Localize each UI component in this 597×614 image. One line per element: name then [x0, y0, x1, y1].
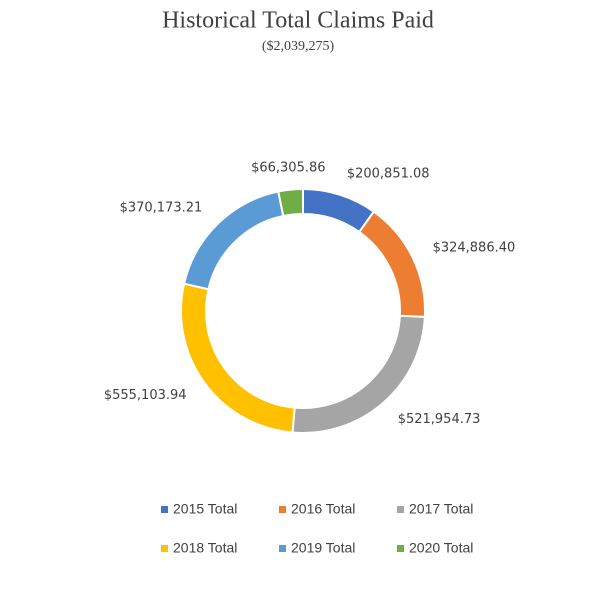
- data-label: $521,954.73: [398, 412, 481, 427]
- legend-label: 2015 Total: [173, 501, 237, 517]
- slice: [277, 187, 304, 218]
- legend-marker: [279, 545, 286, 552]
- data-label: $555,103.94: [104, 388, 187, 403]
- legend-label: 2016 Total: [291, 501, 355, 517]
- legend-marker: [397, 506, 404, 513]
- data-label: $200,851.08: [347, 166, 430, 181]
- legend-label: 2018 Total: [173, 540, 237, 556]
- legend-label: 2019 Total: [291, 540, 355, 556]
- chart-subtitle: ($2,039,275): [262, 39, 335, 54]
- chart-title: Historical Total Claims Paid: [162, 8, 434, 34]
- data-label: $324,886.40: [433, 241, 516, 256]
- legend-marker: [279, 506, 286, 513]
- legend-marker: [397, 545, 404, 552]
- legend-marker: [161, 506, 168, 513]
- data-label: $370,173.21: [120, 201, 203, 216]
- legend-marker: [161, 545, 168, 552]
- data-label: $66,305.86: [251, 160, 325, 175]
- legend-label: 2017 Total: [409, 501, 473, 517]
- legend-label: 2020 Total: [409, 540, 473, 556]
